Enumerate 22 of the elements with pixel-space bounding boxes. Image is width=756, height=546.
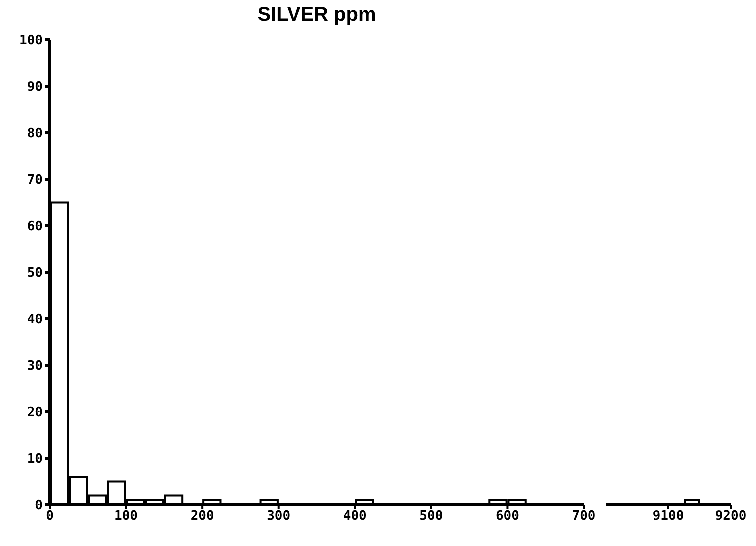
x-tick-label: 100 xyxy=(114,509,138,524)
y-tick-label: 100 xyxy=(20,34,44,49)
x-tick-label: 700 xyxy=(572,509,596,524)
y-tick-label: 50 xyxy=(27,266,44,282)
y-tick-label: 80 xyxy=(27,126,44,142)
y-tick-label: 60 xyxy=(27,220,44,235)
x-tick-label: 600 xyxy=(496,509,520,524)
y-tick-label: 70 xyxy=(27,173,44,188)
x-tick-label: 0 xyxy=(46,509,54,524)
x-tick-label: 9100 xyxy=(652,509,684,524)
y-tick-label: 10 xyxy=(27,452,44,468)
y-tick-label: 40 xyxy=(27,312,44,328)
y-tick-label: 20 xyxy=(27,406,44,421)
x-tick-label: 400 xyxy=(343,509,368,524)
y-tick-label: 0 xyxy=(35,498,44,514)
x-tick-label: 200 xyxy=(190,509,214,524)
y-tick-label: 30 xyxy=(27,359,44,374)
x-tick-label: 300 xyxy=(267,509,291,524)
x-tick-label: 9200 xyxy=(715,509,747,524)
chart-title: SILVER ppm xyxy=(256,4,378,27)
x-tick-label: 500 xyxy=(420,509,444,524)
y-tick-label: 90 xyxy=(27,80,44,96)
